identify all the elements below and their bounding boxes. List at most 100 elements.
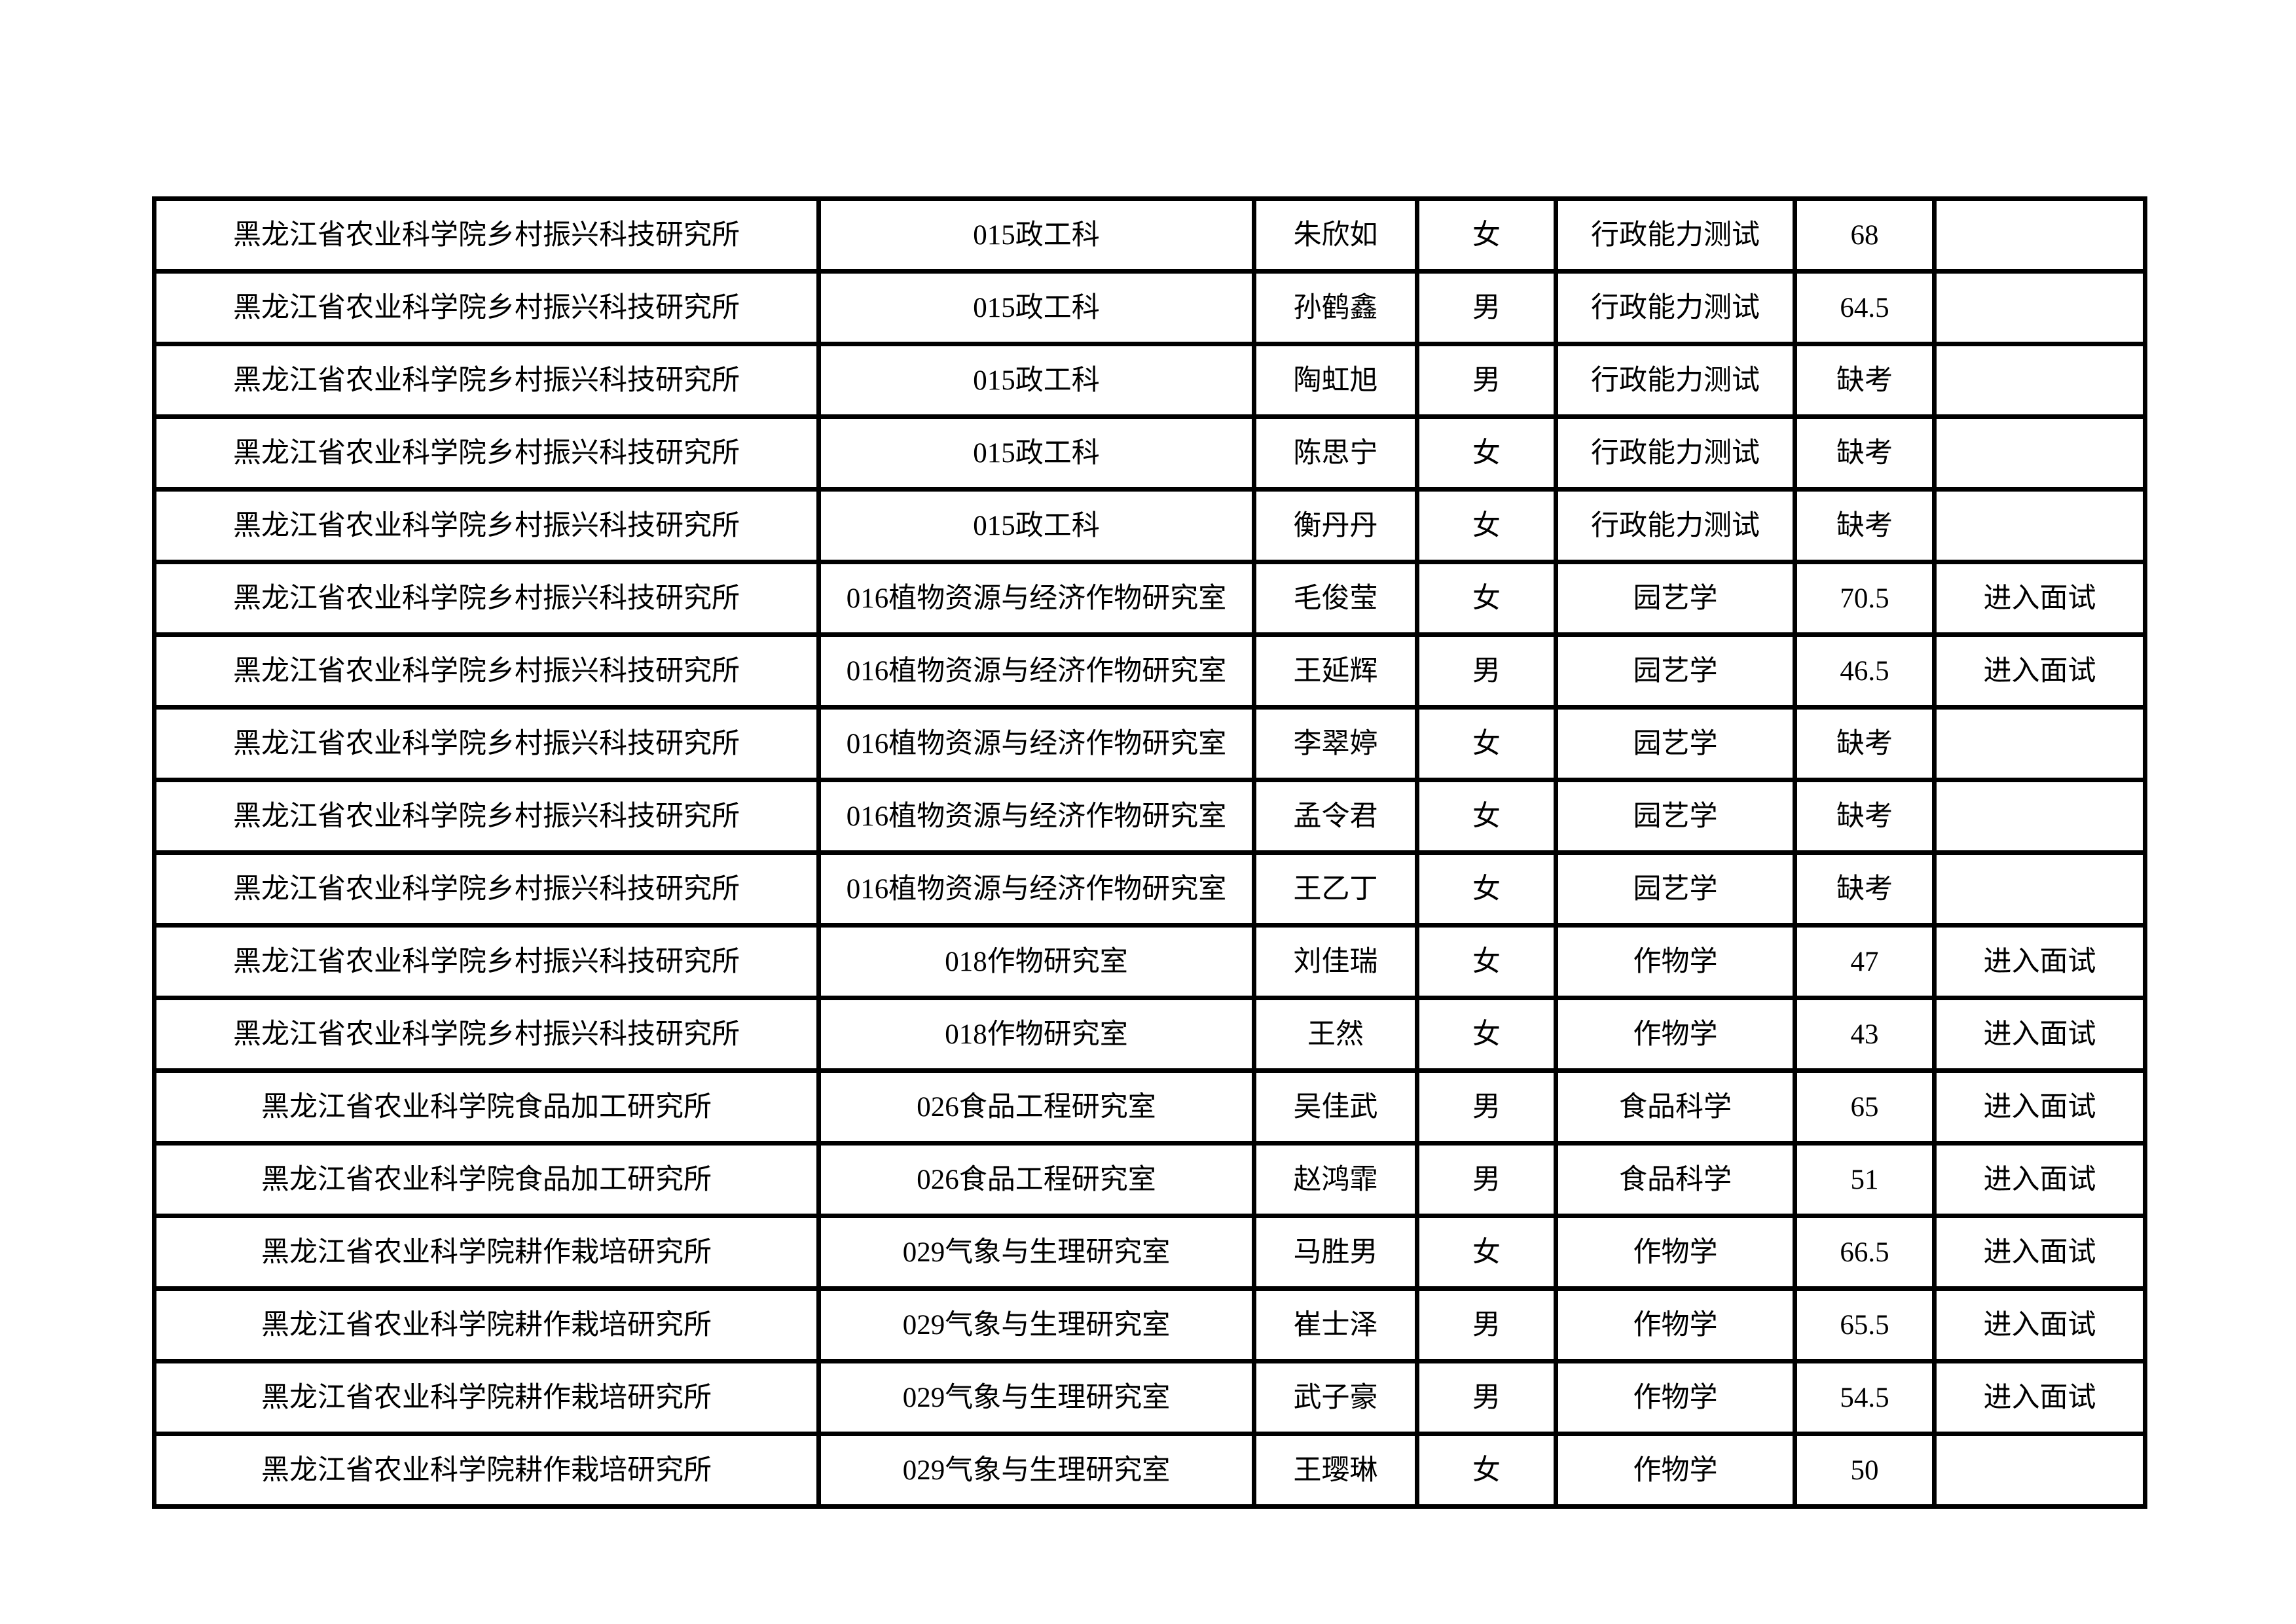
table-row: 黑龙江省农业科学院乡村振兴科技研究所 018作物研究室 刘佳瑞女作物学 47 进入面试: [152, 923, 2147, 1000]
cell-result: [1932, 778, 2147, 855]
cell-score: 51: [1793, 1141, 1937, 1218]
cell-score: 缺考: [1793, 342, 1937, 419]
cell-name: 孟令君: [1252, 778, 1419, 855]
cell-score: 65.5: [1793, 1286, 1937, 1363]
cell-institution: 黑龙江省农业科学院耕作栽培研究所: [152, 1359, 821, 1436]
results-table: 黑龙江省农业科学院乡村振兴科技研究所 015政工科 朱欣如女行政能力测试 68 黑龙江省…: [152, 196, 2147, 1509]
cell-result: 进入面试: [1932, 1068, 2147, 1146]
cell-institution: 黑龙江省农业科学院乡村振兴科技研究所: [152, 414, 821, 492]
cell-subject: 园艺学: [1554, 560, 1797, 637]
cell-subject: 食品科学: [1554, 1068, 1797, 1146]
cell-gender: 女: [1415, 778, 1558, 855]
cell-subject: 作物学: [1554, 1286, 1797, 1363]
cell-result: [1932, 414, 2147, 492]
cell-result: 进入面试: [1932, 923, 2147, 1000]
table-row: 黑龙江省农业科学院耕作栽培研究所 029气象与生理研究室 王璎琳女作物学 50: [152, 1432, 2147, 1509]
table-row: 黑龙江省农业科学院乡村振兴科技研究所 016植物资源与经济作物研究室 孟令君女园艺学…: [152, 778, 2147, 855]
cell-position: 029气象与生理研究室: [816, 1214, 1256, 1291]
cell-position: 016植物资源与经济作物研究室: [816, 778, 1256, 855]
cell-name: 毛俊莹: [1252, 560, 1419, 637]
cell-result: 进入面试: [1932, 1359, 2147, 1436]
cell-subject: 作物学: [1554, 923, 1797, 1000]
table-row: 黑龙江省农业科学院耕作栽培研究所 029气象与生理研究室 武子豪男作物学 54.5 进入…: [152, 1359, 2147, 1436]
cell-subject: 园艺学: [1554, 778, 1797, 855]
cell-result: 进入面试: [1932, 996, 2147, 1073]
cell-gender: 女: [1415, 560, 1558, 637]
cell-position: 026食品工程研究室: [816, 1068, 1256, 1146]
cell-gender: 女: [1415, 414, 1558, 492]
cell-name: 衡丹丹: [1252, 487, 1419, 564]
table-row: 黑龙江省农业科学院乡村振兴科技研究所 015政工科 陶虹旭男行政能力测试 缺考: [152, 342, 2147, 419]
table-row: 黑龙江省农业科学院乡村振兴科技研究所 015政工科 陈思宁女行政能力测试 缺考: [152, 414, 2147, 492]
cell-score: 65: [1793, 1068, 1937, 1146]
cell-position: 029气象与生理研究室: [816, 1359, 1256, 1436]
cell-position: 029气象与生理研究室: [816, 1286, 1256, 1363]
table-row: 黑龙江省农业科学院食品加工研究所 026食品工程研究室 吴佳武男食品科学 65 进入面试: [152, 1068, 2147, 1146]
cell-result: [1932, 342, 2147, 419]
table-row: 黑龙江省农业科学院食品加工研究所 026食品工程研究室 赵鸿霏男食品科学 51 进入面试: [152, 1141, 2147, 1218]
table-row: 黑龙江省农业科学院耕作栽培研究所 029气象与生理研究室 马胜男女作物学 66.5 进入…: [152, 1214, 2147, 1291]
cell-name: 崔士泽: [1252, 1286, 1419, 1363]
cell-name: 武子豪: [1252, 1359, 1419, 1436]
cell-institution: 黑龙江省农业科学院乡村振兴科技研究所: [152, 560, 821, 637]
cell-gender: 女: [1415, 196, 1558, 274]
cell-result: [1932, 705, 2147, 782]
cell-position: 015政工科: [816, 196, 1256, 274]
cell-subject: 园艺学: [1554, 632, 1797, 710]
cell-result: 进入面试: [1932, 1286, 2147, 1363]
cell-score: 70.5: [1793, 560, 1937, 637]
cell-gender: 男: [1415, 1068, 1558, 1146]
cell-score: 缺考: [1793, 487, 1937, 564]
cell-score: 54.5: [1793, 1359, 1937, 1436]
cell-score: 47: [1793, 923, 1937, 1000]
table-row: 黑龙江省农业科学院乡村振兴科技研究所 016植物资源与经济作物研究室 李翠婷女园艺学…: [152, 705, 2147, 782]
cell-position: 015政工科: [816, 342, 1256, 419]
table-row: 黑龙江省农业科学院乡村振兴科技研究所 015政工科 衡丹丹女行政能力测试 缺考: [152, 487, 2147, 564]
cell-subject: 作物学: [1554, 1359, 1797, 1436]
cell-position: 015政工科: [816, 269, 1256, 346]
cell-position: 026食品工程研究室: [816, 1141, 1256, 1218]
table-row: 黑龙江省农业科学院耕作栽培研究所 029气象与生理研究室 崔士泽男作物学 65.5 进入…: [152, 1286, 2147, 1363]
cell-gender: 女: [1415, 923, 1558, 1000]
cell-subject: 作物学: [1554, 1432, 1797, 1509]
cell-score: 43: [1793, 996, 1937, 1073]
cell-subject: 行政能力测试: [1554, 196, 1797, 274]
cell-gender: 女: [1415, 487, 1558, 564]
cell-name: 刘佳瑞: [1252, 923, 1419, 1000]
table-body: 黑龙江省农业科学院乡村振兴科技研究所 015政工科 朱欣如女行政能力测试 68 黑龙江省…: [152, 196, 2147, 1509]
cell-position: 029气象与生理研究室: [816, 1432, 1256, 1509]
cell-score: 46.5: [1793, 632, 1937, 710]
table-row: 黑龙江省农业科学院乡村振兴科技研究所 016植物资源与经济作物研究室 王乙丁女园艺学…: [152, 850, 2147, 928]
cell-institution: 黑龙江省农业科学院乡村振兴科技研究所: [152, 778, 821, 855]
cell-institution: 黑龙江省农业科学院乡村振兴科技研究所: [152, 705, 821, 782]
cell-name: 李翠婷: [1252, 705, 1419, 782]
cell-score: 64.5: [1793, 269, 1937, 346]
cell-gender: 男: [1415, 1359, 1558, 1436]
cell-name: 王乙丁: [1252, 850, 1419, 928]
cell-subject: 行政能力测试: [1554, 487, 1797, 564]
cell-subject: 行政能力测试: [1554, 414, 1797, 492]
cell-score: 50: [1793, 1432, 1937, 1509]
cell-subject: 园艺学: [1554, 850, 1797, 928]
cell-institution: 黑龙江省农业科学院食品加工研究所: [152, 1068, 821, 1146]
cell-position: 016植物资源与经济作物研究室: [816, 705, 1256, 782]
cell-gender: 女: [1415, 1432, 1558, 1509]
cell-gender: 男: [1415, 342, 1558, 419]
cell-gender: 女: [1415, 705, 1558, 782]
cell-result: 进入面试: [1932, 1214, 2147, 1291]
cell-institution: 黑龙江省农业科学院耕作栽培研究所: [152, 1214, 821, 1291]
cell-institution: 黑龙江省农业科学院乡村振兴科技研究所: [152, 996, 821, 1073]
table-row: 黑龙江省农业科学院乡村振兴科技研究所 016植物资源与经济作物研究室 毛俊莹女园艺学…: [152, 560, 2147, 637]
table-row: 黑龙江省农业科学院乡村振兴科技研究所 018作物研究室 王然女作物学 43 进入面试: [152, 996, 2147, 1073]
cell-position: 016植物资源与经济作物研究室: [816, 560, 1256, 637]
cell-name: 王璎琳: [1252, 1432, 1419, 1509]
cell-result: 进入面试: [1932, 632, 2147, 710]
cell-name: 朱欣如: [1252, 196, 1419, 274]
cell-position: 018作物研究室: [816, 996, 1256, 1073]
cell-position: 015政工科: [816, 487, 1256, 564]
cell-gender: 男: [1415, 1141, 1558, 1218]
cell-name: 吴佳武: [1252, 1068, 1419, 1146]
cell-position: 016植物资源与经济作物研究室: [816, 850, 1256, 928]
table-row: 黑龙江省农业科学院乡村振兴科技研究所 015政工科 朱欣如女行政能力测试 68: [152, 196, 2147, 274]
cell-gender: 女: [1415, 1214, 1558, 1291]
